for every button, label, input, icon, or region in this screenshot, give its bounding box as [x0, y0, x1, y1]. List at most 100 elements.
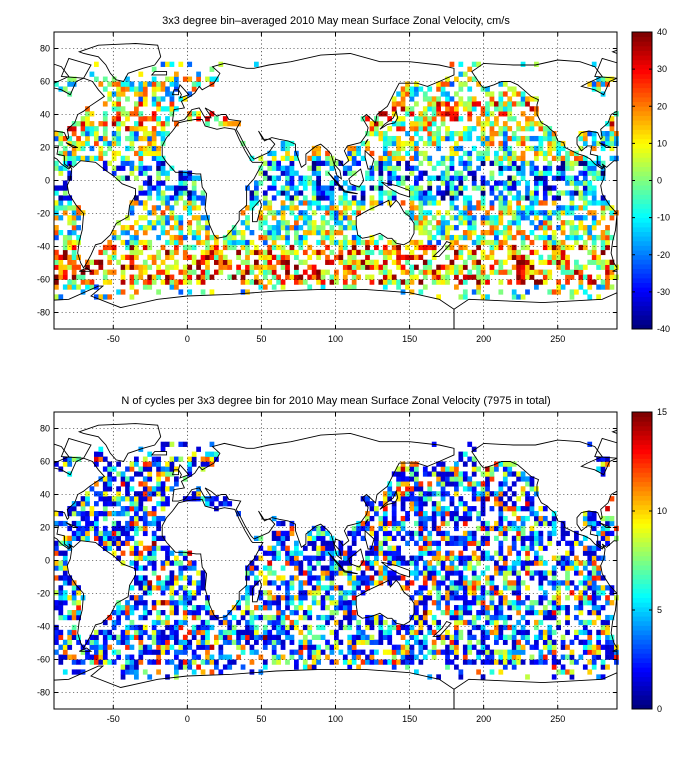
- heatmap-cell: [191, 259, 197, 265]
- heatmap-cell: [214, 116, 219, 122]
- heatmap-cell: [542, 614, 548, 621]
- heatmap-cell: [302, 545, 308, 551]
- heatmap-cell: [405, 175, 410, 181]
- heatmap-cell: [422, 540, 428, 546]
- heatmap-cell: [205, 605, 210, 611]
- heatmap-cell: [422, 140, 428, 147]
- heatmap-cell: [285, 234, 290, 241]
- heatmap-cell: [418, 111, 424, 117]
- heatmap-cell: [480, 200, 486, 206]
- heatmap-cell: [409, 501, 415, 507]
- heatmap-cell: [196, 215, 201, 221]
- heatmap-cell: [369, 279, 375, 285]
- heatmap-cell: [338, 210, 344, 216]
- heatmap-cell: [400, 659, 406, 665]
- heatmap-cell: [605, 76, 610, 82]
- heatmap-cell: [565, 205, 570, 211]
- heatmap-cell: [609, 259, 615, 265]
- heatmap-cell: [80, 515, 86, 522]
- heatmap-cell: [378, 111, 384, 117]
- heatmap-cell: [418, 269, 424, 275]
- heatmap-cell: [378, 545, 384, 551]
- heatmap-cell: [507, 96, 513, 102]
- heatmap-cell: [542, 165, 548, 171]
- heatmap-cell: [347, 550, 353, 556]
- heatmap-cell: [467, 230, 473, 236]
- heatmap-cell: [454, 570, 459, 576]
- heatmap-cell: [436, 555, 441, 561]
- heatmap-cell: [587, 210, 593, 216]
- heatmap-cell: [534, 215, 539, 221]
- heatmap-cell: [258, 614, 264, 621]
- heatmap-cell: [489, 190, 495, 196]
- heatmap-cell: [116, 496, 121, 502]
- heatmap-cell: [565, 614, 570, 621]
- heatmap-cell: [302, 195, 308, 201]
- heatmap-cell: [414, 91, 419, 97]
- heatmap-cell: [125, 496, 130, 502]
- heatmap-cell: [569, 175, 575, 181]
- heatmap-cell: [454, 274, 459, 280]
- heatmap-cell: [587, 274, 593, 280]
- heatmap-cell: [516, 595, 521, 601]
- heatmap-cell: [107, 629, 113, 636]
- heatmap-cell: [125, 669, 130, 675]
- heatmap-cell: [62, 180, 68, 186]
- heatmap-cell: [480, 639, 486, 645]
- heatmap-cell: [387, 140, 393, 147]
- heatmap-cell: [125, 634, 130, 640]
- heatmap-cell: [334, 269, 339, 275]
- heatmap-cell: [80, 289, 86, 295]
- heatmap-cell: [156, 639, 161, 645]
- heatmap-cell: [547, 649, 553, 655]
- heatmap-cell: [94, 155, 99, 161]
- heatmap-cell: [245, 239, 250, 246]
- heatmap-cell: [347, 200, 353, 206]
- heatmap-cell: [405, 659, 410, 665]
- heatmap-cell: [62, 269, 68, 275]
- heatmap-cell: [427, 550, 433, 556]
- heatmap-cell: [502, 624, 508, 631]
- heatmap-cell: [231, 121, 237, 127]
- heatmap-cell: [409, 570, 415, 576]
- heatmap-cell: [534, 511, 539, 517]
- heatmap-cell: [89, 155, 95, 161]
- heatmap-cell: [574, 289, 579, 295]
- heatmap-cell: [271, 210, 277, 216]
- heatmap-cell: [138, 215, 144, 221]
- heatmap-cell: [325, 195, 330, 201]
- heatmap-cell: [187, 220, 193, 226]
- heatmap-cell: [498, 131, 504, 137]
- heatmap-cell: [160, 180, 166, 186]
- heatmap-cell: [156, 185, 161, 191]
- heatmap-cell: [311, 575, 317, 581]
- heatmap-cell: [494, 215, 499, 221]
- heatmap-cell: [191, 629, 197, 636]
- heatmap-cell: [471, 170, 477, 176]
- heatmap-cell: [191, 580, 197, 586]
- heatmap-cell: [462, 595, 468, 601]
- heatmap-cell: [338, 600, 344, 606]
- heatmap-cell: [378, 634, 384, 640]
- heatmap-cell: [494, 570, 499, 576]
- heatmap-cell: [240, 634, 246, 640]
- heatmap-cell: [476, 649, 481, 655]
- heatmap-cell: [374, 555, 379, 561]
- heatmap-cell: [129, 210, 135, 216]
- heatmap-cell: [249, 239, 255, 246]
- heatmap-cell: [280, 580, 286, 586]
- heatmap-cell: [236, 600, 241, 606]
- heatmap-cell: [200, 249, 206, 256]
- heatmap-cell: [178, 649, 184, 655]
- heatmap-cell: [298, 649, 304, 655]
- heatmap-cell: [534, 269, 539, 275]
- heatmap-cell: [565, 165, 570, 171]
- heatmap-cell: [320, 565, 326, 571]
- heatmap-cell: [129, 520, 135, 527]
- heatmap-cell: [89, 634, 95, 640]
- heatmap-cell: [134, 101, 139, 107]
- heatmap-cell: [280, 140, 286, 147]
- heatmap-cell: [400, 155, 406, 161]
- heatmap-cell: [276, 624, 281, 631]
- heatmap-cell: [142, 545, 148, 551]
